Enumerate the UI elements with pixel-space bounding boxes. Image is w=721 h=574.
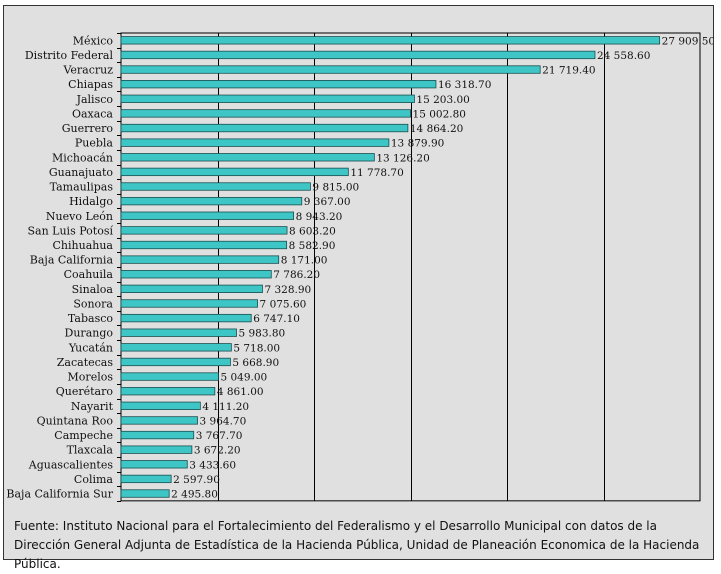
category-label: Quintana Roo (37, 414, 114, 427)
value-label: 3 964.70 (200, 415, 247, 427)
bar (120, 182, 311, 191)
value-label: 3 433.60 (189, 459, 236, 471)
bar (120, 123, 409, 133)
value-label: 2 597.90 (173, 474, 220, 486)
bar (120, 80, 437, 89)
bar (120, 299, 258, 308)
bar (120, 445, 193, 454)
bar (120, 343, 232, 352)
value-label: 6 747.10 (253, 313, 300, 325)
bar (120, 36, 661, 45)
bar (120, 65, 541, 74)
category-label: Puebla (75, 137, 114, 150)
bar (120, 357, 231, 367)
value-label: 3 672.20 (194, 445, 241, 457)
value-label: 21 719.40 (542, 65, 595, 77)
category-label: Chihuahua (53, 239, 114, 252)
category-label: Nayarit (71, 400, 114, 413)
value-label: 8 943.20 (296, 211, 343, 223)
category-label: Baja California Sur (6, 488, 113, 501)
category-label: Guanajuato (49, 166, 114, 179)
category-label: Baja California (30, 254, 114, 267)
category-label: Aguascalientes (28, 458, 114, 471)
bar (120, 240, 288, 250)
bar (120, 196, 303, 206)
value-label: 8 171.00 (281, 255, 328, 267)
value-label: 24 558.60 (597, 50, 650, 62)
value-label: 7 075.60 (260, 298, 307, 310)
bar (120, 489, 170, 498)
category-label: Morelos (68, 371, 114, 384)
bar (120, 284, 263, 294)
bar-chart: México 27 909.50 Distrito Federal 24 558.60… (6, 32, 713, 502)
chart-frame: México 27 909.50 Distrito Federal 24 558.60… (3, 5, 714, 571)
value-label: 14 864.20 (410, 123, 463, 135)
source-note: Fuente: Instituto Nacional para el Forta… (14, 519, 700, 571)
value-label: 8 582.90 (289, 240, 336, 252)
category-label: Veracruz (62, 64, 113, 77)
category-label: Michoacán (52, 151, 113, 164)
bar (120, 50, 596, 60)
value-label: 4 861.00 (217, 386, 264, 398)
bar (120, 474, 172, 484)
category-label: Sinaloa (72, 283, 114, 296)
value-label: 13 126.20 (376, 152, 429, 164)
category-label: Tlaxcala (67, 444, 114, 457)
category-label: Guerrero (62, 122, 114, 135)
category-label: Oaxaca (72, 107, 113, 120)
value-label: 2 495.80 (171, 489, 218, 501)
category-label: Sonora (73, 297, 113, 310)
bar (120, 430, 195, 440)
bar (120, 167, 349, 177)
category-label: Nuevo León (46, 210, 113, 223)
category-label: Colima (74, 473, 114, 486)
value-label: 3 767.70 (196, 430, 243, 442)
category-label: Yucatán (68, 341, 113, 354)
value-label: 15 203.00 (416, 94, 469, 106)
value-label: 15 002.80 (413, 108, 466, 120)
bar (120, 313, 252, 323)
category-label: Tamaulipas (50, 181, 114, 194)
bar (120, 270, 272, 279)
value-label: 16 318.70 (438, 79, 491, 91)
bar (120, 226, 288, 235)
category-label: Jalisco (76, 93, 114, 106)
value-label: 13 879.90 (391, 138, 444, 150)
category-label: Tabasco (68, 312, 113, 325)
value-label: 11 778.70 (350, 167, 403, 179)
bar (120, 255, 280, 264)
value-label: 4 111.20 (202, 401, 249, 413)
category-label: Zacatecas (57, 356, 114, 369)
bar (120, 138, 390, 147)
category-label: México (73, 34, 114, 47)
category-label: Distrito Federal (25, 49, 114, 62)
value-label: 9 815.00 (312, 182, 359, 194)
category-label: Querétaro (56, 385, 114, 398)
bar (120, 387, 216, 396)
category-label: San Luis Potosí (27, 224, 113, 237)
bar (120, 109, 411, 118)
value-label: 9 367.00 (304, 196, 351, 208)
value-label: 7 328.90 (264, 284, 311, 296)
category-label: Hidalgo (69, 195, 113, 208)
value-label: 8 603.20 (289, 225, 336, 237)
value-label: 27 909.50 (662, 35, 713, 47)
bar (120, 328, 237, 337)
bar (120, 416, 198, 425)
category-label: Chiapas (68, 78, 113, 91)
value-label: 5 718.00 (233, 342, 280, 354)
category-label: Campeche (54, 429, 113, 442)
value-label: 5 668.90 (232, 357, 279, 369)
value-label: 5 049.00 (220, 372, 267, 384)
value-label: 5 983.80 (238, 328, 285, 340)
bar (120, 94, 415, 103)
bar (120, 460, 188, 469)
bar (120, 401, 201, 410)
bar (120, 211, 295, 220)
category-label: Durango (65, 327, 114, 340)
bar (120, 372, 219, 381)
category-label: Coahuila (64, 268, 114, 281)
value-label: 7 786.20 (273, 269, 320, 281)
bar (120, 153, 375, 162)
